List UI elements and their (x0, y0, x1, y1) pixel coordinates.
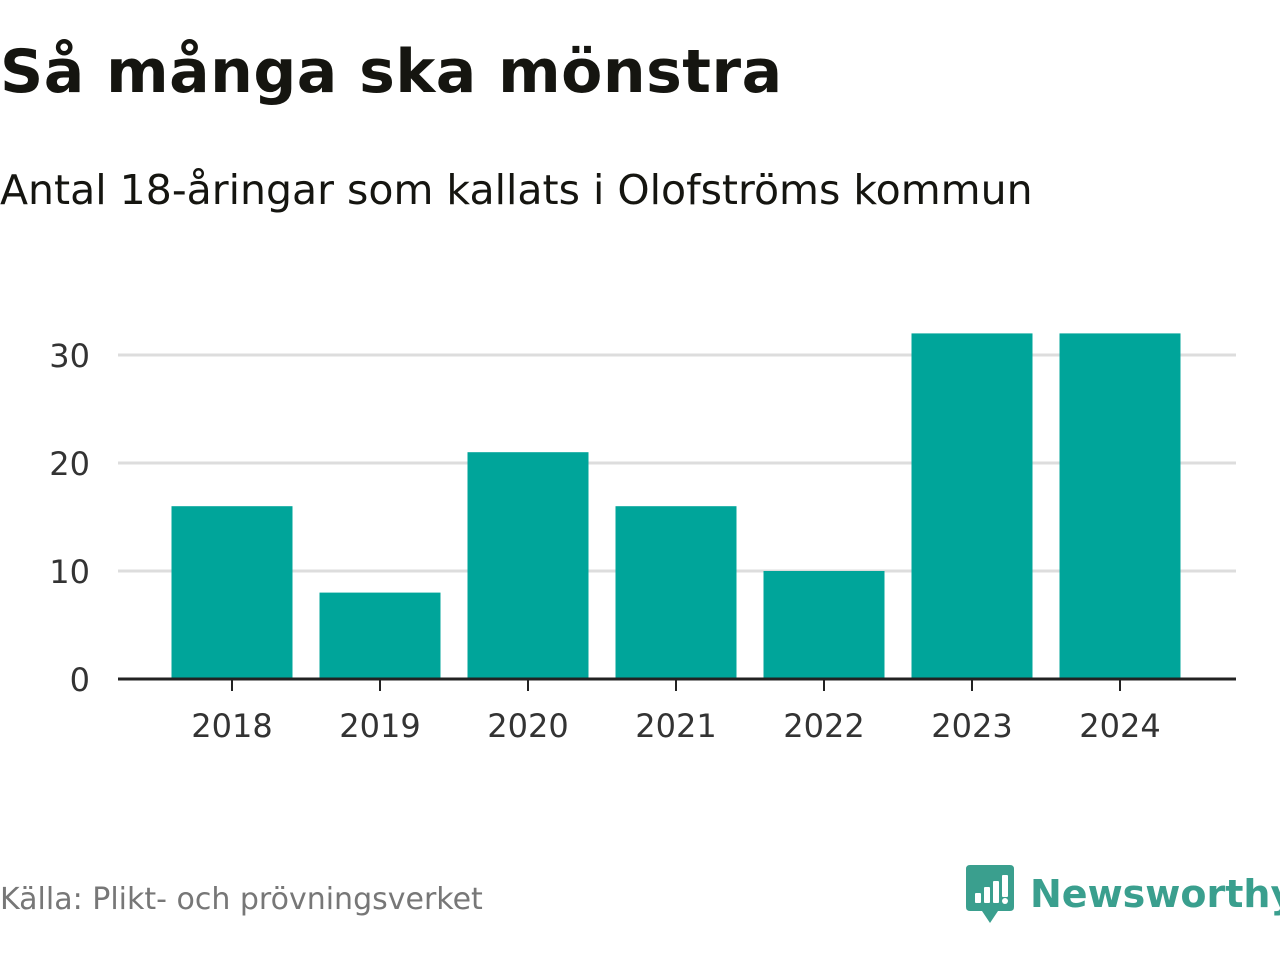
source-note: Källa: Plikt- och prövningsverket (0, 882, 483, 917)
y-tick-label: 30 (49, 337, 90, 375)
bar-2019 (319, 592, 441, 679)
x-tick-label: 2024 (1079, 707, 1160, 745)
x-tick-labels: 2018 2019 2020 2021 2022 2023 2024 (191, 707, 1160, 745)
y-tick-labels: 0 10 20 30 (49, 337, 90, 699)
brand-name: Newsworthy (1030, 872, 1280, 916)
bar-chart: 0 10 20 30 2018 2019 2020 2021 2022 2023 2024 (49, 333, 1236, 745)
x-axis (118, 677, 1236, 691)
brand-logo: Newsworthy (964, 862, 1280, 926)
y-tick-label: 0 (70, 661, 90, 699)
y-tick-label: 20 (49, 445, 90, 483)
bar-2024 (1059, 333, 1181, 679)
bar-2018 (171, 506, 293, 679)
bar-2020 (467, 452, 589, 679)
newsworthy-logo-icon (966, 865, 1014, 923)
chart-subtitle: Antal 18-åringar som kallats i Olofström… (0, 166, 1033, 214)
x-tick-label: 2021 (635, 707, 716, 745)
bars (171, 333, 1181, 679)
bar-2021 (615, 506, 737, 679)
chart-title: Så många ska mönstra (0, 37, 783, 107)
x-tick-label: 2018 (191, 707, 272, 745)
x-tick-label: 2023 (931, 707, 1012, 745)
x-tick-label: 2019 (339, 707, 420, 745)
bar-2022 (763, 571, 885, 679)
bar-2023 (911, 333, 1033, 679)
y-tick-label: 10 (49, 553, 90, 591)
x-tick-label: 2020 (487, 707, 568, 745)
x-tick-label: 2022 (783, 707, 864, 745)
